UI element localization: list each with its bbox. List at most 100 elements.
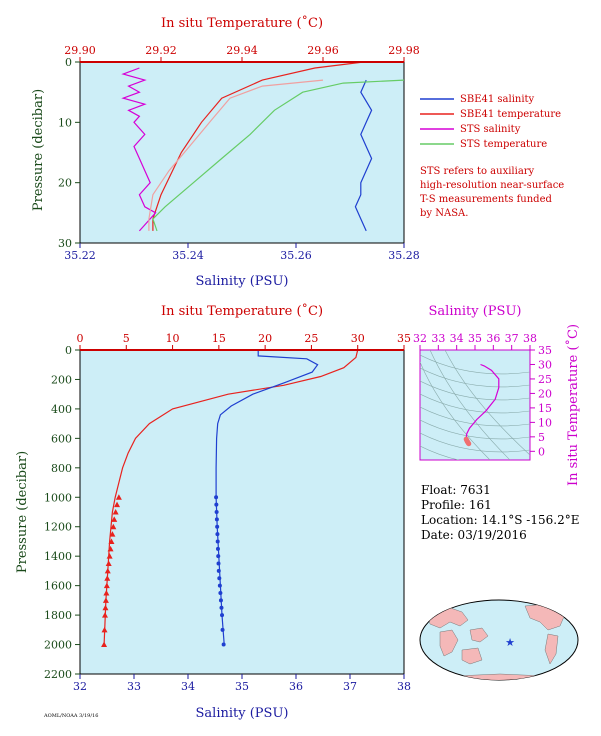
- tick-label: 2200: [44, 668, 72, 681]
- tick-label: 1400: [44, 550, 72, 563]
- sal-point: [214, 517, 219, 522]
- top-series-group: [121, 62, 404, 232]
- legend-item-sbe41-salinity: SBE41 salinity: [420, 94, 535, 105]
- series-line-sbe41-temperature: [152, 62, 364, 231]
- sal-point: [216, 561, 221, 566]
- top-pressure-ticks: 0 10 20 30: [58, 56, 80, 250]
- ts-sal-ticks: 32 33 34 35 36 37 38: [413, 332, 537, 350]
- tick-label: 36: [289, 680, 303, 693]
- tick-label: 30: [351, 332, 365, 345]
- temp-point: [111, 516, 118, 522]
- date: Date: 03/19/2016: [421, 528, 527, 542]
- full-sal-ticks: 32 33 34 35 36 37 38: [73, 674, 411, 693]
- top-temp-ticks: 29.90 29.92 29.94 29.96 29.98: [64, 44, 420, 62]
- legend-item-sts-salinity: STS salinity: [420, 124, 521, 135]
- tick-label: 33: [431, 332, 445, 345]
- sal-point: [215, 546, 220, 551]
- series-line-sbe41-salinity: [354, 79, 373, 232]
- tick-label: 200: [51, 373, 72, 386]
- temp-point: [105, 560, 112, 567]
- world-map: ★: [419, 599, 579, 681]
- ts-plot-area: [419, 349, 531, 461]
- tick-label: 38: [397, 680, 411, 693]
- float-info: Float: 7631 Profile: 161 Location: 14.1°…: [421, 483, 579, 542]
- tick-label: 30: [538, 358, 552, 371]
- svg-text:by NASA.: by NASA.: [420, 208, 468, 219]
- temp-point: [110, 523, 117, 530]
- sal-point: [220, 613, 225, 618]
- ts-series-group: [463, 363, 500, 447]
- svg-text:STS salinity: STS salinity: [460, 124, 521, 135]
- sts-note: STS refers to auxiliary high-resolution …: [420, 166, 564, 219]
- tick-label: 400: [51, 403, 72, 416]
- temp-point: [101, 641, 108, 648]
- full-series-group: [101, 350, 359, 648]
- full-temp-ticks: 0 5 10 15 20 25 30 35: [77, 332, 411, 350]
- series-line-sts-temperature: [152, 79, 404, 232]
- tick-label: 20: [58, 177, 72, 190]
- location: Location: 14.1°S -156.2°E: [421, 513, 579, 527]
- tick-label: 35: [397, 332, 411, 345]
- sal-point: [215, 524, 220, 529]
- tick-label: 30: [58, 237, 72, 250]
- temp-point: [115, 494, 122, 500]
- tick-label: 20: [258, 332, 272, 345]
- top-plot-area: [79, 61, 405, 244]
- ts-sal-axis-label: Salinity (PSU): [429, 304, 522, 319]
- sal-point: [214, 502, 219, 507]
- tick-label: 10: [58, 116, 72, 129]
- tick-label: 37: [343, 680, 357, 693]
- temp-point: [102, 604, 109, 611]
- temp-point: [104, 567, 111, 574]
- sal-point: [221, 642, 226, 647]
- tick-label: 600: [51, 432, 72, 445]
- tick-label: 1200: [44, 521, 72, 534]
- temp-point: [108, 538, 115, 544]
- svg-text:STS temperature: STS temperature: [460, 139, 547, 150]
- top-pressure-axis-label: Pressure (decibar): [31, 89, 46, 211]
- tick-label: 36: [486, 332, 500, 345]
- ts-diagram-panel: Salinity (PSU) In situ Temperature (˚C) …: [413, 304, 581, 486]
- tick-label: 35.22: [64, 249, 96, 262]
- tick-label: 25: [538, 373, 552, 386]
- tick-label: 38: [523, 332, 537, 345]
- tick-label: 10: [538, 416, 552, 429]
- sal-point: [219, 605, 224, 610]
- legend-item-sts-temperature: STS temperature: [420, 139, 547, 150]
- sal-point: [214, 510, 219, 514]
- tick-label: 25: [304, 332, 318, 345]
- tick-label: 32: [73, 680, 87, 693]
- series-line-sts-salinity: [121, 67, 157, 232]
- float-id: Float: 7631: [421, 483, 491, 497]
- sal-point: [217, 576, 222, 581]
- ts-temp-axis-label: In situ Temperature (˚C): [565, 324, 581, 486]
- ts-deep-point: [466, 441, 472, 447]
- tick-label: 34: [450, 332, 464, 345]
- full-profile-panel: In situ Temperature (˚C) 0 5 10 15 20 25 30 35 …: [15, 303, 411, 721]
- tick-label: 1800: [44, 609, 72, 622]
- tick-label: 1000: [44, 491, 72, 504]
- tick-label: 29.92: [145, 44, 177, 57]
- tick-label: 35.24: [172, 249, 204, 262]
- sal-point: [214, 495, 219, 500]
- tick-label: 32: [413, 332, 427, 345]
- full-plot-area: [79, 349, 405, 675]
- svg-text:T-S measurements funded: T-S measurements funded: [420, 194, 552, 205]
- full-sal-axis-label: Salinity (PSU): [196, 706, 289, 721]
- temp-point: [112, 509, 119, 515]
- tick-label: 35: [538, 344, 552, 357]
- profile-number: Profile: 161: [421, 498, 492, 512]
- tick-label: 35.28: [388, 249, 420, 262]
- legend-item-sbe41-temperature: SBE41 temperature: [420, 109, 561, 120]
- tick-label: 15: [212, 332, 226, 345]
- sal-point: [218, 591, 223, 595]
- tick-label: 35.26: [280, 249, 312, 262]
- tick-label: 20: [538, 387, 552, 400]
- top-profile-panel: In situ Temperature (˚C) 29.90 29.92 29.94…: [31, 15, 420, 289]
- tick-label: 33: [127, 680, 141, 693]
- temp-point: [101, 626, 108, 633]
- tick-label: 0: [65, 344, 72, 357]
- temp-point: [109, 531, 116, 537]
